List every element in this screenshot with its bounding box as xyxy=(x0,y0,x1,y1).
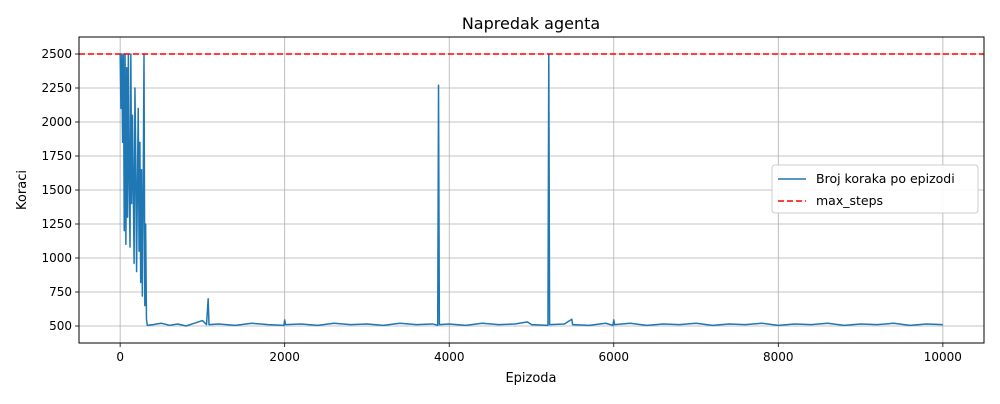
chart-title: Napredak agenta xyxy=(462,14,600,33)
x-tick-label: 8000 xyxy=(763,350,794,364)
legend-box xyxy=(771,164,979,214)
y-tick-label: 750 xyxy=(49,285,72,299)
legend-label: max_steps xyxy=(816,193,883,208)
y-tick-label: 2000 xyxy=(41,115,72,129)
x-tick-label: 6000 xyxy=(598,350,629,364)
y-tick-label: 1750 xyxy=(41,149,72,163)
x-tick-label: 2000 xyxy=(269,350,300,364)
y-tick-label: 2250 xyxy=(41,81,72,95)
axis-ticks: 0 2000 4000 6000 8000 10000 500 750 1000 1250 1500… xyxy=(41,47,962,364)
series-layer xyxy=(79,53,984,327)
y-tick-label: 500 xyxy=(49,319,72,333)
series-line-0 xyxy=(119,53,943,327)
y-axis-label: Koraci xyxy=(15,170,30,210)
y-tick-label: 1500 xyxy=(41,183,72,197)
legend: Broj koraka po epizodi max_steps xyxy=(771,164,979,214)
y-tick-label: 1250 xyxy=(41,217,72,231)
x-axis-label: Epizoda xyxy=(505,371,556,386)
legend-label: Broj koraka po epizodi xyxy=(816,171,955,186)
y-tick-label: 2500 xyxy=(41,47,72,61)
x-tick-label: 4000 xyxy=(434,350,465,364)
x-tick-label: 0 xyxy=(116,350,124,364)
y-tick-label: 1000 xyxy=(41,251,72,265)
x-tick-label: 10000 xyxy=(924,350,962,364)
